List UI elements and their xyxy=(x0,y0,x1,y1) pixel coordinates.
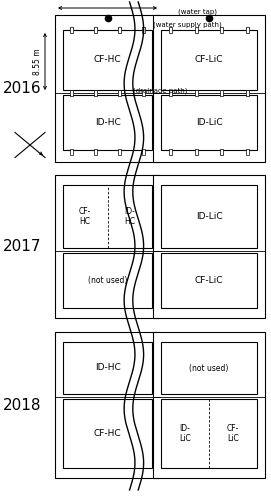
Text: (not used): (not used) xyxy=(189,364,229,372)
Bar xyxy=(169,149,172,155)
Text: CF-HC: CF-HC xyxy=(94,429,121,438)
Bar xyxy=(246,149,249,155)
Bar xyxy=(63,253,152,308)
Text: 16.2 m: 16.2 m xyxy=(94,0,121,2)
Text: CF-
LiC: CF- LiC xyxy=(227,424,239,443)
Bar xyxy=(195,149,198,155)
Bar xyxy=(220,90,223,96)
Bar xyxy=(63,342,152,394)
Bar xyxy=(169,27,172,33)
Bar xyxy=(246,27,249,33)
Bar xyxy=(220,27,223,33)
Bar xyxy=(94,149,97,155)
Bar xyxy=(118,27,121,33)
Text: 2017: 2017 xyxy=(3,239,41,254)
Text: ID-
LiC: ID- LiC xyxy=(179,424,191,443)
Text: CF-
HC: CF- HC xyxy=(79,207,91,226)
Bar xyxy=(246,90,249,96)
Bar xyxy=(161,95,257,150)
Bar xyxy=(63,185,152,248)
Bar xyxy=(142,149,145,155)
Bar xyxy=(161,253,257,308)
Text: (water tap): (water tap) xyxy=(178,8,217,15)
Bar xyxy=(153,175,265,318)
Text: ID-HC: ID-HC xyxy=(95,118,120,127)
Bar xyxy=(153,332,265,478)
Bar xyxy=(195,90,198,96)
Text: ID-HC: ID-HC xyxy=(95,364,120,372)
Bar xyxy=(142,27,145,33)
Bar xyxy=(55,175,160,318)
Text: CF-HC: CF-HC xyxy=(94,56,121,64)
Bar xyxy=(70,149,73,155)
Text: 2016: 2016 xyxy=(3,81,42,96)
Bar xyxy=(161,30,257,90)
Bar xyxy=(118,90,121,96)
Bar xyxy=(161,342,257,394)
Text: CF-LiC: CF-LiC xyxy=(195,276,223,285)
Text: (drainage path): (drainage path) xyxy=(133,88,188,94)
Bar xyxy=(161,399,257,468)
Bar xyxy=(63,30,152,90)
Text: (not used): (not used) xyxy=(88,276,127,285)
Bar xyxy=(70,90,73,96)
Text: ID-LiC: ID-LiC xyxy=(196,118,222,127)
Bar xyxy=(63,399,152,468)
Bar xyxy=(195,27,198,33)
Bar xyxy=(55,332,160,478)
Bar xyxy=(55,15,160,162)
Text: CF-LiC: CF-LiC xyxy=(195,56,223,64)
Bar xyxy=(118,149,121,155)
Text: 2018: 2018 xyxy=(3,398,41,412)
Bar xyxy=(94,27,97,33)
Bar xyxy=(94,90,97,96)
Text: ID-LiC: ID-LiC xyxy=(196,212,222,221)
Bar xyxy=(220,149,223,155)
Bar xyxy=(70,27,73,33)
Bar xyxy=(63,95,152,150)
Bar xyxy=(153,15,265,162)
Bar xyxy=(161,185,257,248)
Bar xyxy=(169,90,172,96)
Text: 8.55 m: 8.55 m xyxy=(34,48,43,75)
Text: ID-
HC: ID- HC xyxy=(124,207,135,226)
Text: (water supply path): (water supply path) xyxy=(153,22,222,28)
Bar xyxy=(142,90,145,96)
